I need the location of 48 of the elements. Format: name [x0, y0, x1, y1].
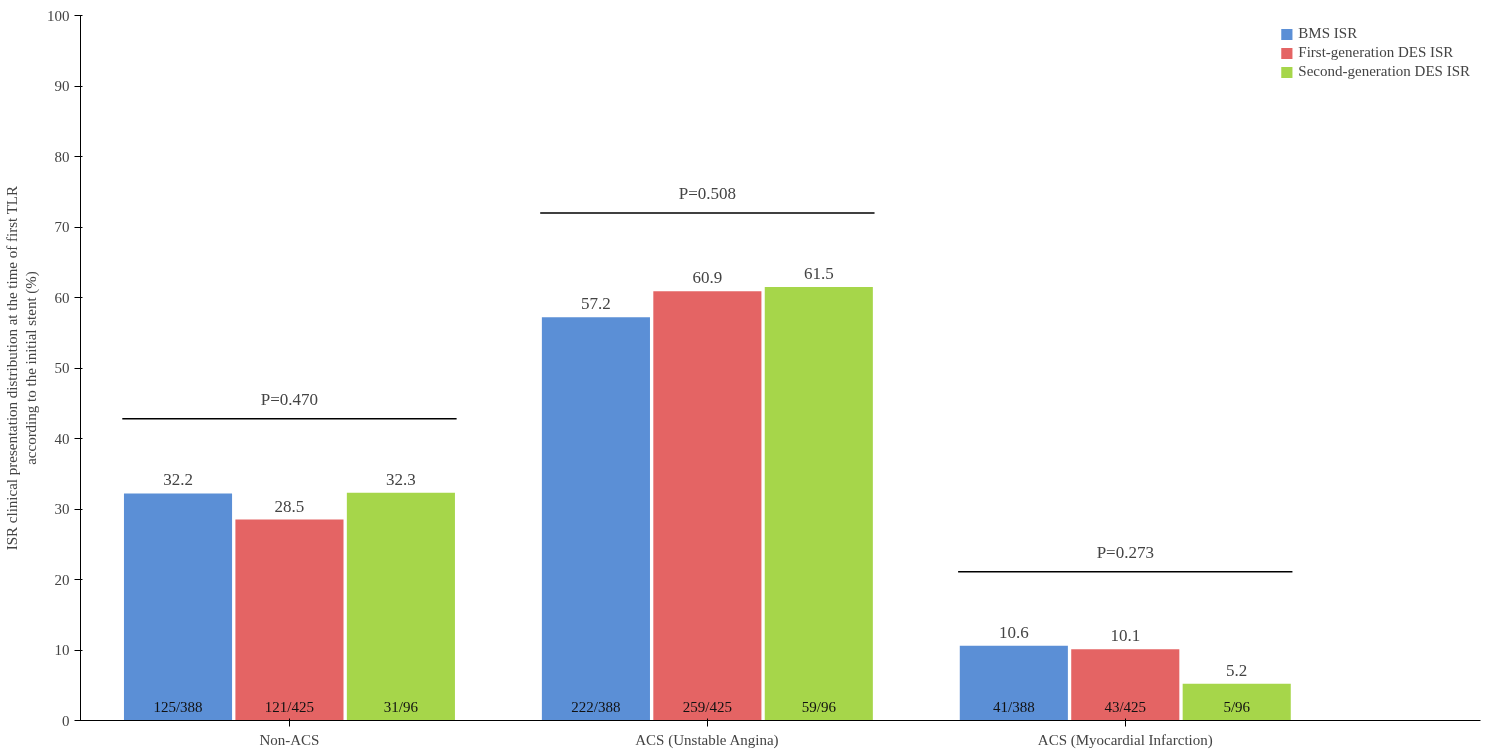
- annotation: P=0.273: [1096, 542, 1154, 562]
- y-tick-label: 50: [54, 360, 70, 376]
- bar: [235, 519, 344, 721]
- legend-label: First-generation DES ISR: [1298, 44, 1454, 61]
- data-label: 10.1: [1110, 626, 1141, 646]
- legend-label: BMS ISR: [1298, 25, 1358, 42]
- data-label: 61.5: [803, 263, 834, 283]
- y-tick-label: 30: [54, 501, 70, 517]
- data-label: 60.9: [692, 268, 723, 288]
- annotation: 5/96: [1223, 698, 1251, 715]
- y-tick-label: 90: [54, 78, 70, 94]
- y-tick-label: 10: [54, 642, 70, 658]
- bar: [1071, 649, 1180, 721]
- x-tick-label: Non-ACS: [259, 731, 320, 748]
- annotation: P=0.508: [678, 183, 737, 203]
- y-tick-label: 40: [54, 430, 70, 447]
- bar: [653, 291, 762, 721]
- annotation: 259/425: [682, 698, 732, 715]
- annotation: 222/388: [571, 698, 621, 715]
- data-label: 5.2: [1226, 660, 1248, 680]
- y-axis-title: ISR clinical presentation distribution at the time of first TLR according to the initial stent (%): [3, 186, 40, 551]
- data-label: 32.3: [386, 469, 416, 489]
- y-tick-label: 80: [54, 148, 70, 165]
- bar: [346, 492, 455, 721]
- data-label: 32.2: [163, 470, 193, 490]
- annotation: P=0.470: [260, 389, 319, 409]
- bar: [541, 317, 650, 721]
- data-label: 10.6: [998, 622, 1029, 642]
- x-tick-label: ACS (Unstable Angina): [635, 731, 779, 749]
- legend-label: Second-generation DES ISR: [1298, 63, 1470, 80]
- x-tick-label: ACS (Myocardial Infarction): [1037, 731, 1213, 749]
- annotation: 31/96: [383, 698, 419, 715]
- y-tick-label: 70: [54, 219, 70, 235]
- bar: [959, 645, 1068, 721]
- annotation: 125/388: [153, 698, 203, 715]
- annotation: 43/425: [1104, 698, 1147, 715]
- data-label: 28.5: [274, 496, 305, 516]
- y-tick-label: 20: [54, 571, 70, 588]
- annotation: 59/96: [801, 698, 837, 715]
- annotation: 121/425: [264, 698, 315, 715]
- y-tick-label: 0: [62, 712, 70, 729]
- y-tick-label: 60: [54, 289, 70, 306]
- bar: [123, 493, 233, 721]
- bar: [764, 286, 873, 721]
- bar: [1182, 683, 1291, 721]
- y-tick-label: 100: [47, 7, 70, 24]
- annotation: 41/388: [993, 698, 1035, 715]
- data-label: 57.2: [581, 294, 611, 314]
